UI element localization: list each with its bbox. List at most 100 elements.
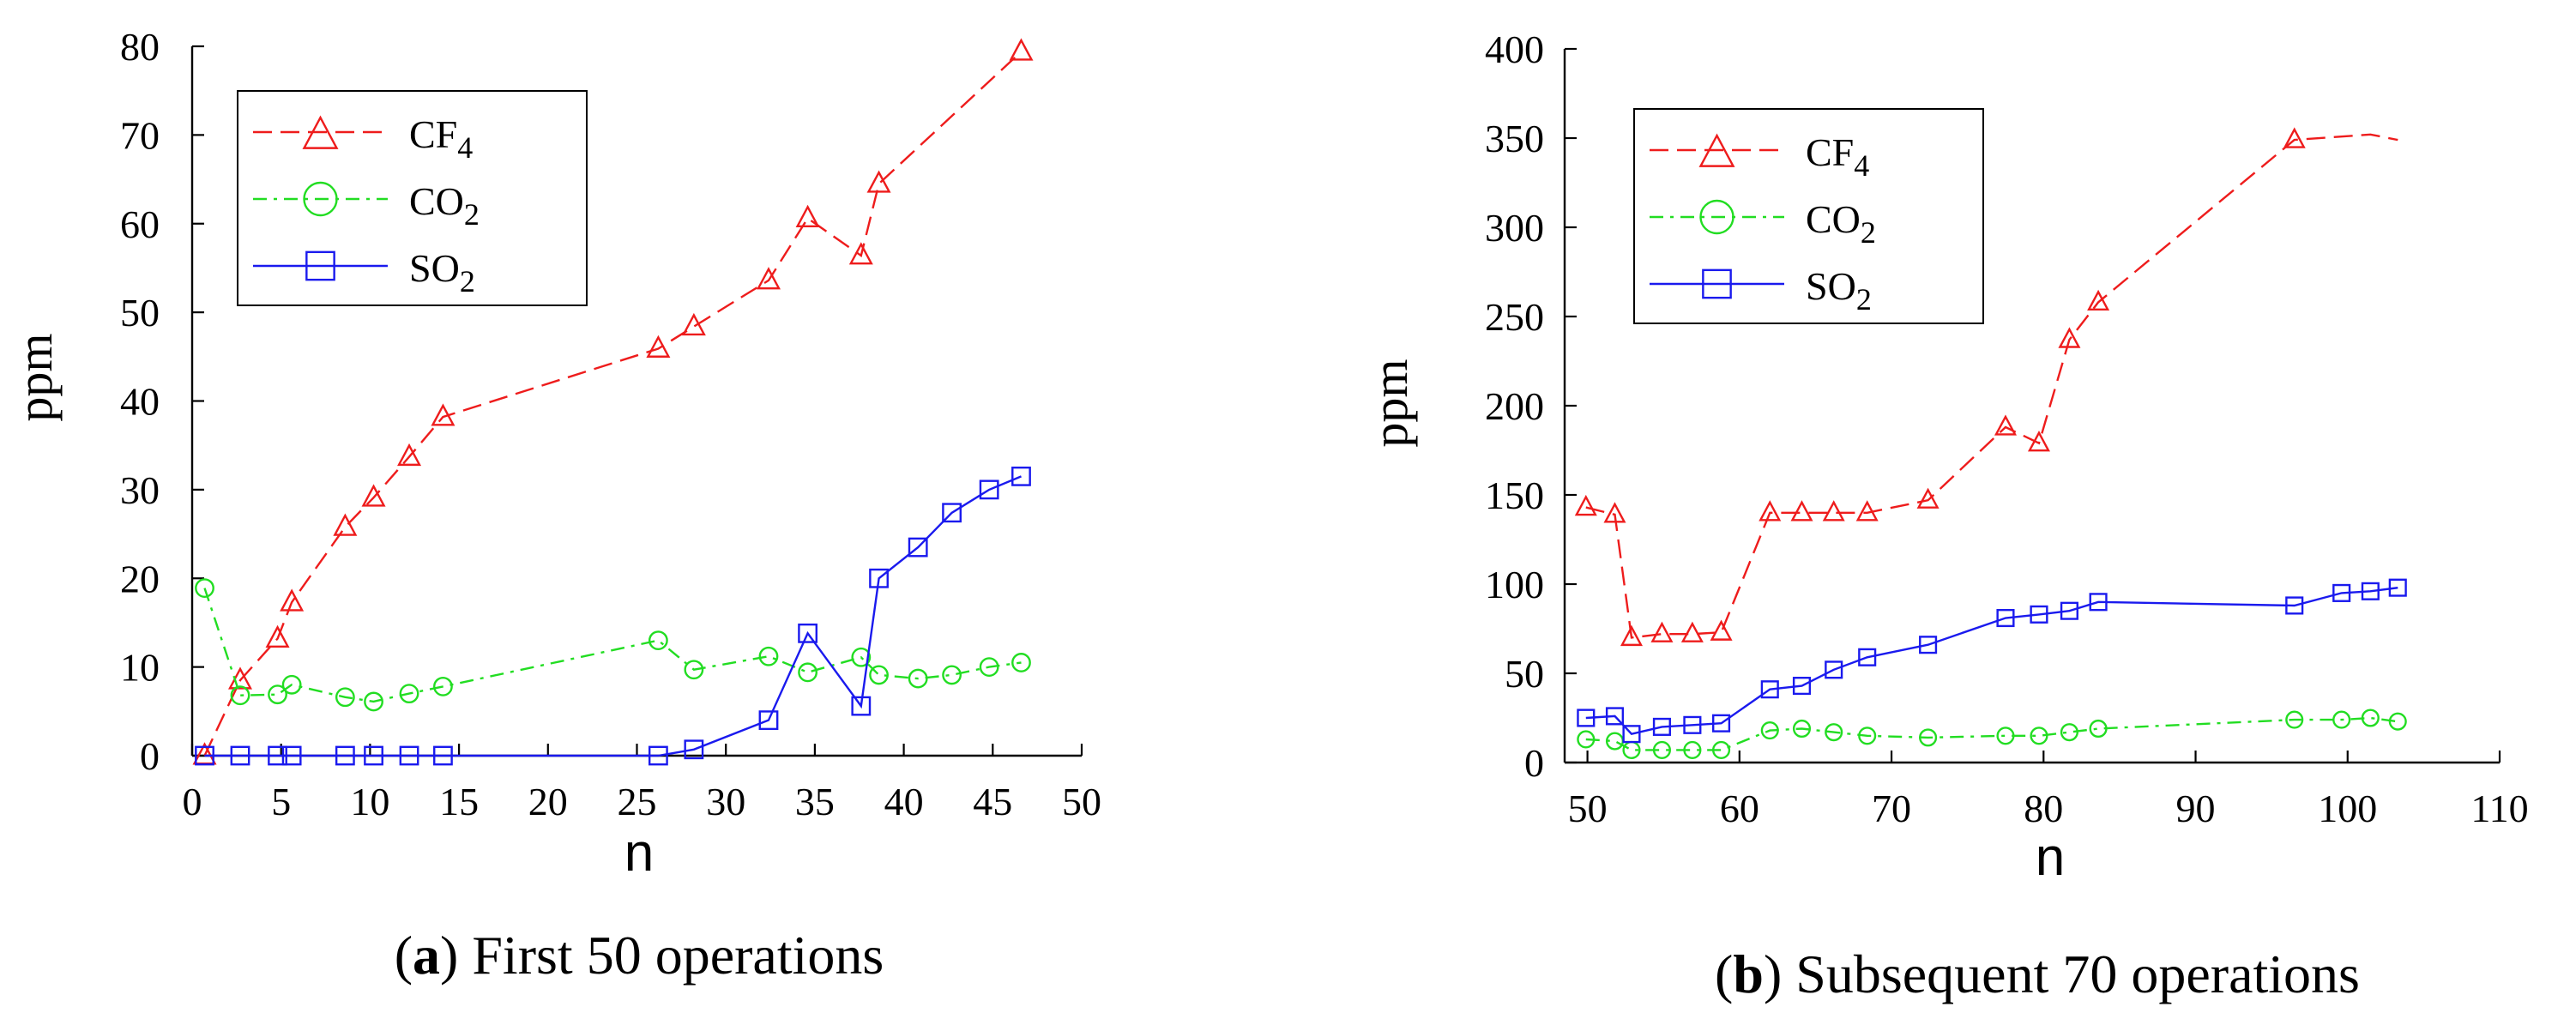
data-point bbox=[648, 630, 668, 651]
y-tick-label: 300 bbox=[1485, 206, 1544, 250]
legend-label-name: CF bbox=[409, 112, 457, 156]
chart-panel-a: 0 5 10 15 20 25 30 35 40 45 50 0 10 20 30 40 50 60 70 80 n pp… bbox=[7, 25, 1101, 986]
data-point bbox=[795, 204, 820, 227]
caption-text: First 50 operations bbox=[472, 925, 884, 986]
data-point bbox=[2361, 582, 2380, 600]
legend-marker-square-icon bbox=[1702, 268, 1732, 299]
legend-label-name: CF bbox=[1806, 130, 1854, 174]
data-point bbox=[1790, 500, 1813, 522]
legend-label: CF4 bbox=[409, 112, 473, 165]
data-point bbox=[1712, 740, 1731, 759]
x-tick-label: 50 bbox=[1062, 780, 1101, 823]
x-tick-label: 100 bbox=[2318, 787, 2377, 830]
data-point bbox=[364, 745, 383, 766]
caption-text: Subsequent 70 operations bbox=[1795, 944, 2360, 1004]
legend-label: CF4 bbox=[1806, 130, 1869, 183]
series-so2 bbox=[195, 466, 1031, 766]
y-tick-label: 400 bbox=[1485, 27, 1544, 71]
y-tick-label: 350 bbox=[1485, 117, 1544, 160]
y-tick-label: 80 bbox=[120, 25, 160, 69]
data-point bbox=[908, 537, 928, 558]
y-tick-label: 50 bbox=[120, 291, 160, 335]
x-tick-label: 0 bbox=[183, 780, 202, 823]
data-point bbox=[758, 710, 779, 731]
data-point bbox=[2089, 719, 2108, 739]
x-tick-label: 45 bbox=[973, 780, 1012, 823]
data-point bbox=[979, 657, 999, 678]
x-tick-label: 30 bbox=[706, 780, 745, 823]
x-axis-title: n bbox=[624, 823, 654, 883]
legend-label-subscript: 2 bbox=[460, 264, 475, 298]
data-point bbox=[1919, 636, 1938, 654]
data-point bbox=[1574, 494, 1597, 516]
data-point bbox=[1822, 500, 1845, 522]
data-point bbox=[335, 745, 355, 766]
x-axis-title: n bbox=[2036, 828, 2065, 887]
data-point bbox=[433, 676, 453, 696]
data-point bbox=[1759, 500, 1782, 522]
legend-label-name: CO bbox=[1806, 197, 1861, 241]
y-tick-label: 100 bbox=[1485, 563, 1544, 606]
data-point bbox=[942, 665, 962, 685]
legend-marker-triangle-icon bbox=[302, 115, 339, 149]
data-point bbox=[361, 484, 386, 507]
legend-marker-circle-icon bbox=[1699, 199, 1734, 235]
y-tick-label: 0 bbox=[140, 734, 160, 778]
legend-label-name: SO bbox=[1806, 264, 1856, 308]
data-point bbox=[268, 745, 287, 766]
data-point bbox=[1603, 502, 1626, 523]
data-point bbox=[1652, 717, 1671, 736]
data-point bbox=[268, 684, 287, 705]
data-point bbox=[1011, 466, 1031, 486]
data-point bbox=[1577, 730, 1596, 749]
y-tick-label: 40 bbox=[120, 380, 160, 424]
data-point bbox=[2058, 327, 2081, 348]
data-point bbox=[648, 745, 668, 766]
data-point bbox=[1792, 677, 1812, 696]
data-point bbox=[2027, 431, 2050, 452]
series-cf4 bbox=[192, 38, 1034, 765]
data-point bbox=[2285, 596, 2304, 615]
data-point bbox=[195, 578, 214, 599]
data-point bbox=[1712, 714, 1731, 733]
chart-panel-b: 50 60 70 80 90 100 110 0 50 100 150 200 250 300 350 400… bbox=[1362, 27, 2529, 1004]
x-tick-label: 10 bbox=[350, 780, 389, 823]
series-line bbox=[204, 475, 1022, 757]
legend-label: SO2 bbox=[1806, 264, 1872, 317]
data-point bbox=[1620, 624, 1643, 647]
data-point bbox=[431, 403, 455, 426]
data-point bbox=[1760, 680, 1779, 699]
series-line bbox=[1585, 716, 2398, 751]
x-tick-label: 70 bbox=[1872, 787, 1911, 830]
series-cf4 bbox=[1574, 127, 2398, 647]
data-point bbox=[1858, 727, 1877, 745]
x-tick-label: 5 bbox=[271, 780, 291, 823]
data-point bbox=[2361, 708, 2380, 727]
data-point bbox=[399, 684, 419, 704]
series-line bbox=[203, 588, 1022, 703]
y-tick-label: 200 bbox=[1485, 384, 1544, 428]
data-point bbox=[1622, 725, 1641, 744]
data-point bbox=[798, 623, 818, 643]
series-co2 bbox=[1577, 708, 2407, 759]
data-point bbox=[433, 745, 453, 766]
data-point bbox=[195, 745, 214, 766]
data-point bbox=[230, 745, 250, 766]
y-tick-label: 70 bbox=[120, 113, 160, 157]
data-point bbox=[1760, 721, 1779, 740]
caption-close-paren: ) bbox=[440, 925, 472, 986]
data-point bbox=[1996, 608, 2015, 628]
data-point bbox=[281, 745, 302, 766]
legend-marker-square-icon bbox=[305, 250, 335, 281]
data-point bbox=[2030, 605, 2048, 624]
data-point bbox=[1855, 500, 1879, 522]
data-point bbox=[1652, 740, 1671, 759]
data-point bbox=[364, 691, 383, 712]
data-point bbox=[1650, 621, 1674, 642]
x-tick-label: 50 bbox=[1568, 787, 1608, 830]
data-point bbox=[684, 660, 704, 680]
x-tick-label: 25 bbox=[618, 780, 657, 823]
legend-label-subscript: 2 bbox=[464, 197, 480, 232]
